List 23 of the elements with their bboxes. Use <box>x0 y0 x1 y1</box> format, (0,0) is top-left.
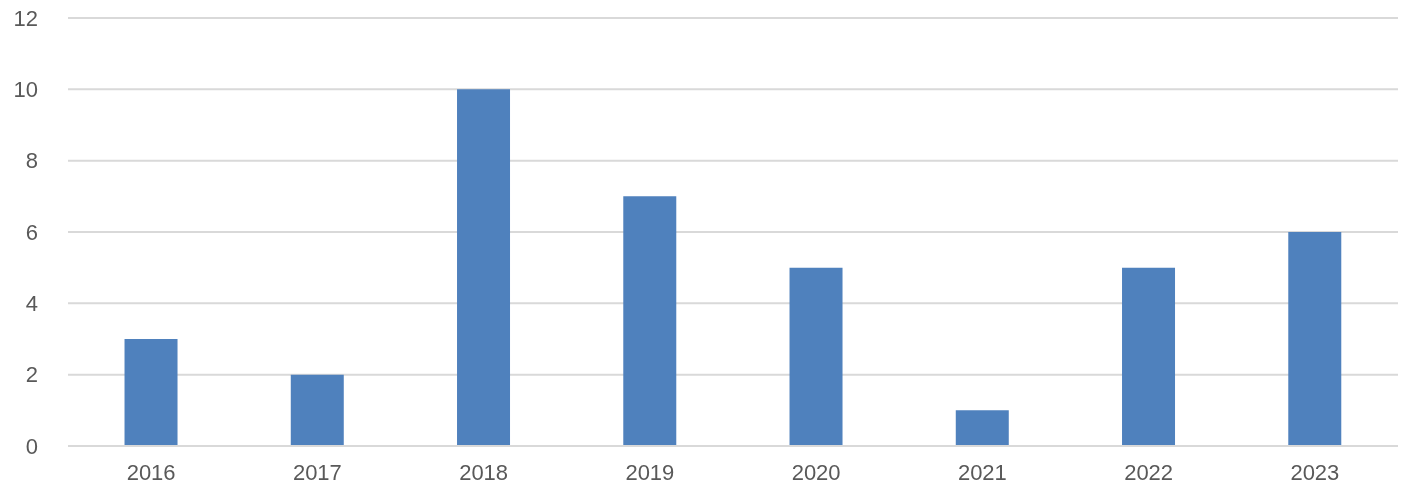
bar <box>789 267 843 446</box>
y-tick-label: 4 <box>25 291 38 317</box>
bar <box>124 339 178 446</box>
y-tick-label: 0 <box>25 433 38 459</box>
x-tick-label: 2020 <box>791 459 841 485</box>
x-tick-label: 2021 <box>957 459 1007 485</box>
bar <box>1288 232 1342 446</box>
y-tick-label: 2 <box>25 362 38 388</box>
y-tick-label: 8 <box>25 148 38 174</box>
x-tick-label: 2019 <box>625 459 675 485</box>
y-tick-label: 6 <box>25 219 38 245</box>
x-tick-label: 2023 <box>1290 459 1340 485</box>
y-tick-label: 12 <box>13 5 38 31</box>
x-tick-label: 2022 <box>1124 459 1174 485</box>
bar <box>1122 267 1176 446</box>
bar <box>290 374 344 446</box>
bar <box>457 89 511 446</box>
y-tick-label: 10 <box>13 77 38 103</box>
x-tick-label: 2016 <box>126 459 176 485</box>
bar <box>623 196 677 446</box>
bar <box>955 410 1009 446</box>
x-tick-label: 2017 <box>292 459 342 485</box>
x-tick-label: 2018 <box>459 459 509 485</box>
